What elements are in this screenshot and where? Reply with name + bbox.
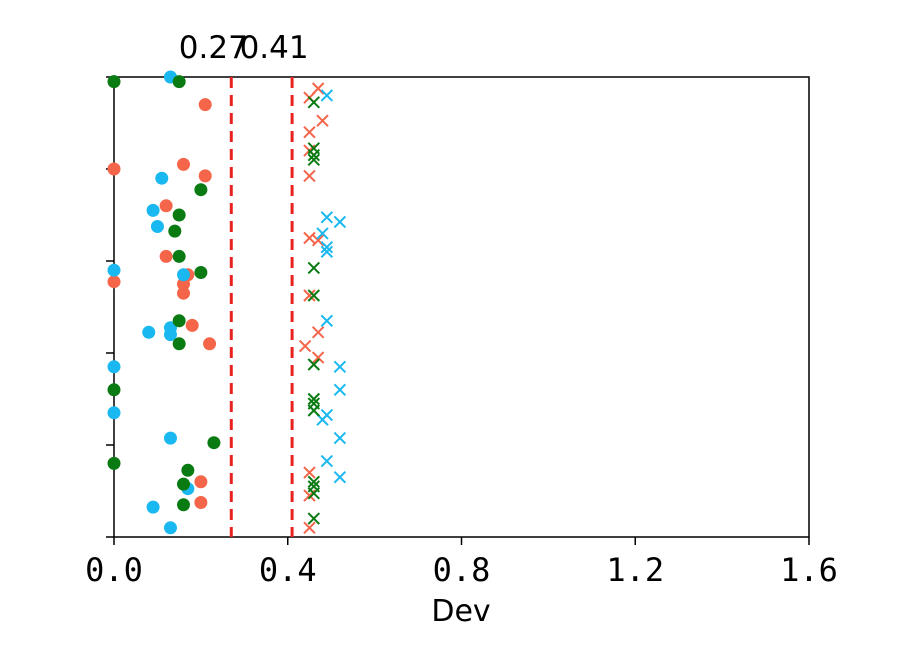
data-point-circle xyxy=(207,436,221,450)
data-point-x xyxy=(307,96,321,109)
x-tick-label: 0.8 xyxy=(433,551,491,589)
data-point-circle xyxy=(107,360,121,374)
data-point-circle xyxy=(107,75,121,89)
data-point-x xyxy=(303,125,316,139)
data-point-circle xyxy=(177,157,190,171)
data-point-circle xyxy=(203,337,217,351)
x-tick-label: 0.0 xyxy=(85,551,143,589)
data-point-circle xyxy=(177,277,190,291)
data-point-circle xyxy=(194,183,208,197)
data-point-x xyxy=(333,470,347,484)
data-point-x xyxy=(303,521,316,535)
data-point-x xyxy=(333,431,347,445)
data-point-x xyxy=(320,245,334,259)
data-point-x xyxy=(303,466,316,479)
data-point-circle xyxy=(177,268,190,282)
reference-line-label: 0.27 xyxy=(179,30,248,66)
data-point-x xyxy=(307,358,321,371)
data-point-circle xyxy=(146,500,160,514)
data-point-circle xyxy=(198,169,212,183)
data-point-circle xyxy=(172,249,186,263)
data-point-x xyxy=(333,215,347,229)
data-point-circle xyxy=(142,325,156,339)
data-point-x xyxy=(303,169,316,183)
data-point-circle xyxy=(107,162,121,176)
data-point-circle xyxy=(177,498,190,512)
data-point-circle xyxy=(159,249,173,263)
data-point-x xyxy=(307,153,321,167)
data-point-x xyxy=(316,227,329,240)
data-point-circle xyxy=(172,337,186,351)
data-point-x xyxy=(298,339,312,353)
data-point-circle xyxy=(172,208,186,222)
data-point-circle xyxy=(163,521,177,535)
data-point-x xyxy=(320,211,334,224)
data-point-circle xyxy=(107,275,121,289)
data-point-x xyxy=(320,314,334,328)
reference-line-label: 0.41 xyxy=(240,30,309,66)
data-point-x xyxy=(311,351,325,364)
data-point-circle xyxy=(198,98,212,112)
data-point-x xyxy=(307,404,321,417)
data-point-circle xyxy=(181,463,195,477)
data-point-circle xyxy=(194,496,208,509)
data-point-x xyxy=(307,512,321,525)
x-tick-label: 1.2 xyxy=(606,551,664,589)
data-markers xyxy=(107,70,347,535)
reference-lines: 0.270.41 xyxy=(179,30,309,537)
x-tick-label: 0.4 xyxy=(259,551,317,589)
data-point-circle xyxy=(185,318,199,332)
data-point-circle xyxy=(107,263,121,277)
data-point-circle xyxy=(172,314,186,328)
data-point-x xyxy=(307,289,321,302)
data-point-x xyxy=(311,234,325,247)
data-point-x xyxy=(307,261,321,275)
data-point-x xyxy=(307,148,321,162)
x-tick-labels: 0.0 0.4 0.8 1.2 1.6 xyxy=(85,551,838,589)
data-point-circle xyxy=(146,203,160,217)
plot-frame xyxy=(113,76,810,538)
data-point-x xyxy=(320,240,334,254)
data-point-x xyxy=(307,487,321,500)
data-point-circle xyxy=(107,383,121,397)
data-point-circle xyxy=(172,75,186,89)
x-tick-label: 1.6 xyxy=(780,551,838,589)
data-point-circle xyxy=(107,456,121,470)
data-point-x xyxy=(316,114,329,127)
data-point-circle xyxy=(177,477,190,491)
x-axis-title: Dev xyxy=(431,594,490,629)
data-point-circle xyxy=(107,406,121,420)
data-point-circle xyxy=(177,286,190,300)
data-point-x xyxy=(311,326,325,339)
data-point-x xyxy=(307,475,321,489)
data-point-circle xyxy=(163,431,177,445)
axis-ticks xyxy=(106,76,810,545)
data-point-circle xyxy=(163,328,177,342)
data-point-circle xyxy=(155,171,169,185)
data-point-x xyxy=(307,392,321,406)
data-point-x xyxy=(333,383,347,397)
data-point-x xyxy=(303,289,316,302)
data-point-circle xyxy=(150,220,164,233)
data-point-circle xyxy=(194,266,208,279)
data-point-x xyxy=(320,89,334,102)
data-point-x xyxy=(333,360,347,374)
data-point-circle xyxy=(168,224,182,238)
data-point-circle xyxy=(194,475,208,489)
data-point-x xyxy=(320,454,334,468)
data-point-circle xyxy=(159,199,173,213)
